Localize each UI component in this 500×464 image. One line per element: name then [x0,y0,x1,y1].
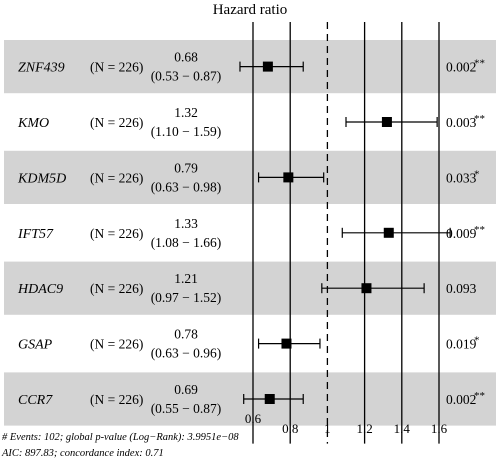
gene-label: IFT57 [17,227,54,242]
n-label: (N = 226) [90,60,143,75]
hr-value: 0.79 [174,160,198,175]
ci-label: (1.10 − 1.59) [151,124,222,139]
ci-label: (0.97 − 1.52) [151,290,222,305]
n-label: (N = 226) [90,281,143,296]
hr-value: 1.32 [174,105,198,120]
x-tick-label: 0.8 [282,421,298,436]
n-label: (N = 226) [90,170,143,185]
gene-label: KDM5D [17,171,66,186]
hr-point [281,338,292,349]
p-value: 0.003 [446,115,477,130]
footnote-events: # Events: 102; global p-value (Log−Rank)… [2,432,239,443]
n-label: (N = 226) [90,392,143,407]
significance-stars: ** [474,390,485,402]
hr-value: 1.21 [174,271,198,286]
p-value: 0.093 [446,281,477,296]
n-label: (N = 226) [90,337,143,352]
n-label: (N = 226) [90,115,143,130]
significance-stars: * [474,335,480,347]
row-labels: ZNF439 (N = 226)0.68(0.53 − 0.87)0.002**K… [17,50,485,416]
ci-label: (0.63 − 0.96) [151,346,222,361]
ci-label: (0.63 − 0.98) [151,179,222,194]
significance-stars: ** [474,113,485,125]
p-value: 0.009 [446,226,477,241]
significance-stars: * [474,168,480,180]
p-value: 0.002 [446,60,476,75]
x-tick-label: 1.2 [356,421,372,436]
p-value: 0.002 [446,392,476,407]
hr-value: 0.69 [174,382,198,397]
significance-stars: ** [474,224,485,236]
confidence-intervals [239,61,451,404]
hr-point [383,227,394,238]
chart-title: Hazard ratio [213,2,288,18]
x-axis-ticks: 0.6 0.8 1 1.2 1.4 1.6 [245,411,448,436]
hr-value: 0.68 [174,50,198,65]
gene-label: GSAP [18,338,53,353]
hr-point [283,172,294,183]
significance-stars: ** [474,58,485,70]
x-tick-label: 0.6 [245,411,262,426]
gene-label: KMO [17,116,49,131]
row-background [4,317,496,371]
gene-label: ZNF439 [18,61,65,76]
footnote-aic: AIC: 897.83; concordance index: 0.71 [1,448,164,459]
p-value: 0.033 [446,170,477,185]
gene-label: HDAC9 [17,282,63,297]
gene-label: CCR7 [18,393,53,408]
row-backgrounds [4,40,496,426]
ci-label: (1.08 − 1.66) [151,235,222,250]
hr-value: 1.33 [174,216,198,231]
p-value: 0.019 [446,337,477,352]
n-label: (N = 226) [90,226,143,241]
hr-point [264,394,275,404]
hr-value: 0.78 [174,327,198,342]
hr-point [262,61,273,72]
ci-label: (0.55 − 0.87) [151,401,222,416]
ci-label: (0.53 − 0.87) [151,69,222,84]
hr-point [381,117,392,127]
x-tick-label: 1.4 [394,421,411,436]
x-tick-label: 1.6 [431,421,448,436]
x-tick-label: 1 [324,421,331,436]
row-background [4,150,496,204]
hr-point [361,283,372,294]
